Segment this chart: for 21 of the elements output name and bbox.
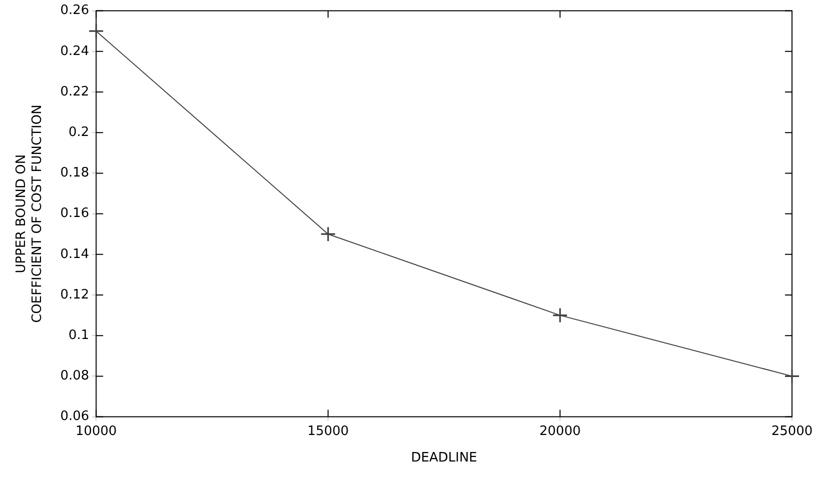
y-tick-label: 0.08 [60, 368, 90, 384]
y-tick-label: 0.16 [60, 206, 90, 222]
point [320, 226, 336, 242]
point [552, 308, 568, 324]
y-tick-label: 0.26 [60, 3, 90, 18]
x-tick-label: 20000 [539, 424, 581, 439]
point [88, 23, 104, 39]
y-tick-label: 0.12 [60, 287, 90, 302]
y-tick-label: 0.24 [60, 44, 90, 59]
y-tick-label: 0.14 [60, 246, 90, 262]
y-tick-label: 0.2 [68, 124, 90, 140]
y-tick-label: 0.1 [68, 328, 90, 343]
x-tick-label: 10000 [75, 424, 117, 439]
y-axis-title: UPPER BOUND ON COEFFICIENT OF COST FUNCTION [14, 104, 45, 323]
x-tick-label: 15000 [307, 424, 349, 439]
x-tick-label: 25000 [771, 424, 813, 439]
x-axis-title: DEADLINE [410, 450, 478, 466]
y-tick-label: 0.06 [60, 409, 90, 424]
y-tick-label: 0.22 [60, 84, 90, 100]
point [784, 368, 800, 384]
y-tick-label: 0.18 [60, 166, 90, 181]
